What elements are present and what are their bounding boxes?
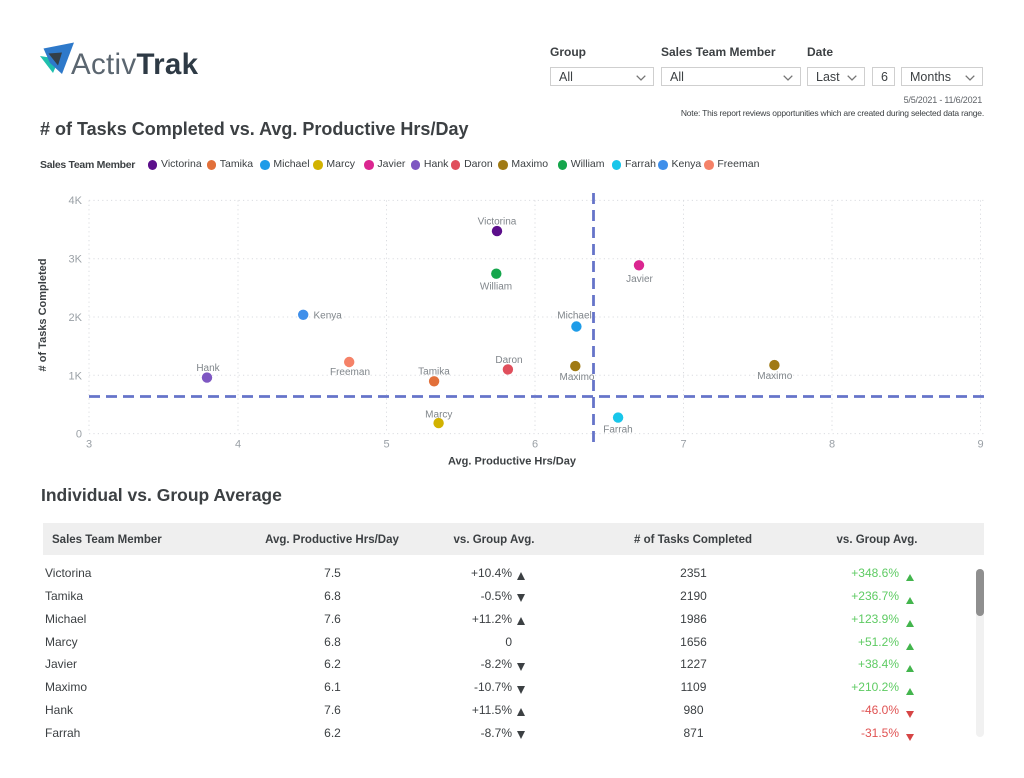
svg-text:Farrah: Farrah [603, 425, 632, 436]
svg-text:Javier: Javier [626, 274, 653, 285]
svg-text:3: 3 [86, 439, 92, 451]
svg-text:Kenya: Kenya [314, 311, 343, 322]
svg-text:Hank: Hank [196, 363, 220, 374]
svg-text:Maximo: Maximo [757, 371, 792, 382]
svg-text:Daron: Daron [495, 355, 522, 366]
svg-text:6: 6 [532, 439, 538, 451]
svg-text:4: 4 [235, 439, 241, 451]
svg-text:Avg. Productive Hrs/Day: Avg. Productive Hrs/Day [448, 455, 577, 467]
svg-text:Tamika: Tamika [418, 367, 450, 378]
svg-text:3K: 3K [69, 254, 83, 266]
svg-text:1K: 1K [69, 370, 83, 382]
svg-text:Marcy: Marcy [425, 410, 452, 421]
svg-text:5: 5 [383, 439, 389, 451]
svg-text:# of Tasks Completed: # of Tasks Completed [37, 259, 49, 372]
svg-text:William: William [480, 281, 512, 292]
svg-text:4K: 4K [69, 195, 83, 207]
svg-text:0: 0 [76, 428, 82, 440]
svg-text:2K: 2K [69, 312, 83, 324]
svg-text:7: 7 [680, 439, 686, 451]
svg-text:Victorina: Victorina [478, 216, 517, 227]
svg-text:Maximo: Maximo [559, 372, 594, 383]
svg-text:8: 8 [829, 439, 835, 451]
svg-text:9: 9 [977, 439, 983, 451]
svg-text:Michael: Michael [557, 311, 591, 322]
svg-text:Freeman: Freeman [330, 367, 370, 378]
